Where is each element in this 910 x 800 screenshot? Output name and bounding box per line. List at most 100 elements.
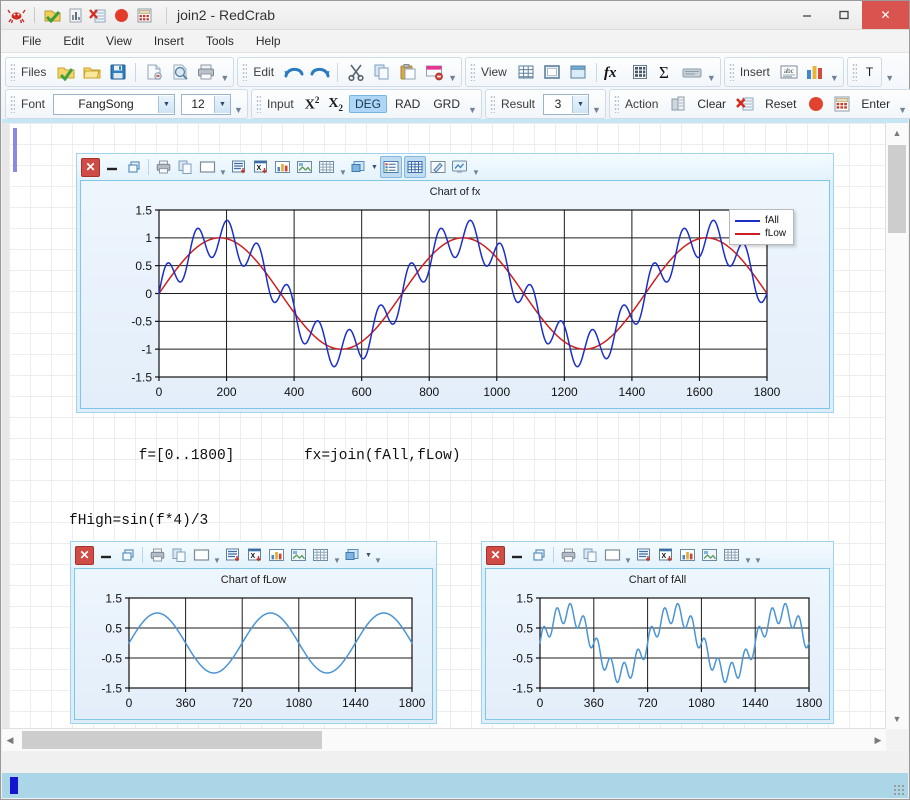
worksheet-canvas[interactable]: ✕: [9, 123, 886, 729]
close-button[interactable]: ✕: [862, 1, 909, 29]
stop-red-icon[interactable]: [112, 6, 131, 25]
print-icon[interactable]: [147, 545, 167, 565]
grid-data-icon[interactable]: [722, 545, 742, 565]
font-expander[interactable]: ▼: [234, 104, 243, 115]
enter-button-label[interactable]: Enter: [861, 97, 891, 111]
print-icon[interactable]: [153, 157, 173, 177]
close-red-x-icon[interactable]: ✕: [81, 157, 100, 177]
input-expander[interactable]: ▼: [468, 104, 477, 115]
restore-icon[interactable]: [118, 545, 138, 565]
enter-calc-icon[interactable]: [830, 93, 853, 116]
chart-window-fx[interactable]: ✕: [76, 153, 834, 413]
subscript-button[interactable]: X2: [328, 95, 343, 113]
formula-block-1[interactable]: f=[0..1800] fx=join(fAll,fLow): [69, 426, 461, 486]
bar-chart-icon[interactable]: [273, 157, 293, 177]
drag-handle[interactable]: [256, 95, 262, 113]
chart-fx-expander-1[interactable]: ▼: [219, 167, 227, 177]
calculator-icon[interactable]: [135, 6, 154, 25]
chevron-down-icon[interactable]: ▼: [365, 551, 372, 559]
chart-window-flow[interactable]: ✕: [70, 541, 437, 724]
screen-icon[interactable]: [450, 157, 470, 177]
grd-mode-button[interactable]: GRD: [433, 97, 460, 111]
new-document-icon[interactable]: [142, 61, 165, 84]
chart-fx-expander-3[interactable]: ▼: [471, 167, 480, 177]
ribbon-row1-expander[interactable]: ▼: [885, 72, 895, 83]
drag-handle[interactable]: [490, 95, 495, 113]
clear-icon[interactable]: [666, 93, 689, 116]
bar-chart-icon[interactable]: [267, 545, 287, 565]
restore-icon[interactable]: [124, 157, 144, 177]
insert-expander[interactable]: ▼: [829, 72, 839, 83]
drag-handle[interactable]: [10, 63, 15, 81]
legend-icon[interactable]: [379, 156, 402, 178]
horizontal-scrollbar[interactable]: ◀ ▶: [2, 728, 886, 751]
drag-handle[interactable]: [728, 63, 734, 81]
fx-icon[interactable]: fx: [603, 61, 626, 84]
action-expander[interactable]: ▼: [898, 104, 908, 115]
chart-fall-expander-1[interactable]: ▼: [624, 555, 632, 565]
chart-icon[interactable]: [66, 6, 85, 25]
chevron-down-icon[interactable]: ▼: [572, 95, 589, 113]
close-red-x-icon[interactable]: ✕: [486, 545, 505, 565]
close-red-x-icon[interactable]: ✕: [75, 545, 94, 565]
drag-handle[interactable]: [10, 95, 15, 113]
bar-chart-icon[interactable]: [804, 61, 827, 84]
print-icon[interactable]: [194, 61, 217, 84]
vertical-scroll-thumb[interactable]: [888, 145, 906, 233]
keyboard-icon[interactable]: [681, 61, 704, 84]
vertical-scrollbar[interactable]: ▲ ▼: [885, 123, 908, 729]
chart-flow-expander-3[interactable]: ▼: [373, 555, 382, 565]
chevron-down-icon[interactable]: ▼: [371, 163, 378, 171]
chart-window-fall[interactable]: ✕: [481, 541, 834, 724]
drag-handle[interactable]: [614, 95, 620, 113]
grid-icon[interactable]: [515, 61, 538, 84]
color-fill-icon[interactable]: [343, 545, 363, 565]
blank-page-icon[interactable]: [602, 545, 622, 565]
menu-item-file[interactable]: File: [22, 34, 42, 48]
resize-grip-icon[interactable]: [893, 784, 905, 796]
copy-icon[interactable]: [370, 61, 393, 84]
chevron-down-icon[interactable]: ▼: [214, 95, 231, 113]
font-size-select[interactable]: 12 ▼: [181, 93, 232, 115]
deg-mode-button[interactable]: DEG: [348, 95, 387, 113]
files-expander[interactable]: ▼: [220, 72, 230, 83]
excel-export-icon[interactable]: X: [251, 157, 271, 177]
minimize-icon[interactable]: [102, 157, 122, 177]
chart-fall-expander-3[interactable]: ▼: [754, 555, 762, 565]
menu-item-insert[interactable]: Insert: [153, 34, 184, 48]
edit-pencil-icon[interactable]: [428, 157, 448, 177]
frame-icon[interactable]: [541, 61, 564, 84]
print-icon[interactable]: [558, 545, 578, 565]
superscript-button[interactable]: X2: [304, 94, 320, 113]
drag-handle[interactable]: [851, 63, 857, 81]
minimize-icon[interactable]: [96, 545, 116, 565]
chevron-down-icon[interactable]: ▼: [158, 95, 175, 113]
scroll-left-button[interactable]: ◀: [6, 734, 14, 745]
restore-icon[interactable]: [529, 545, 549, 565]
font-family-select[interactable]: FangSong ▼: [53, 93, 176, 115]
drag-handle[interactable]: [242, 63, 248, 81]
chart-fall-expander-2[interactable]: ▼: [744, 555, 752, 565]
chart-flow-expander-2[interactable]: ▼: [333, 555, 341, 565]
edit-expander[interactable]: ▼: [448, 72, 457, 83]
grid-data-icon[interactable]: [317, 157, 337, 177]
blank-page-icon[interactable]: [191, 545, 211, 565]
blank-page-icon[interactable]: [197, 157, 217, 177]
maximize-button[interactable]: [825, 1, 862, 29]
bar-chart-icon[interactable]: [678, 545, 698, 565]
copy-icon[interactable]: [169, 545, 189, 565]
menu-item-view[interactable]: View: [106, 34, 132, 48]
horizontal-scroll-thumb[interactable]: [22, 731, 322, 749]
table-export-icon[interactable]: [634, 545, 654, 565]
window-icon[interactable]: [567, 61, 590, 84]
rad-mode-button[interactable]: RAD: [394, 97, 421, 111]
reset-red-x-icon[interactable]: [734, 93, 757, 116]
close-red-x-icon[interactable]: [89, 6, 108, 25]
text-tool-button[interactable]: T: [865, 65, 874, 79]
cut-scissors-icon[interactable]: [344, 61, 367, 84]
undo-icon[interactable]: [282, 61, 305, 84]
menu-item-tools[interactable]: Tools: [205, 34, 234, 48]
save-green-icon[interactable]: [43, 6, 62, 25]
reset-button-label[interactable]: Reset: [765, 97, 797, 111]
delete-pink-icon[interactable]: [422, 61, 445, 84]
